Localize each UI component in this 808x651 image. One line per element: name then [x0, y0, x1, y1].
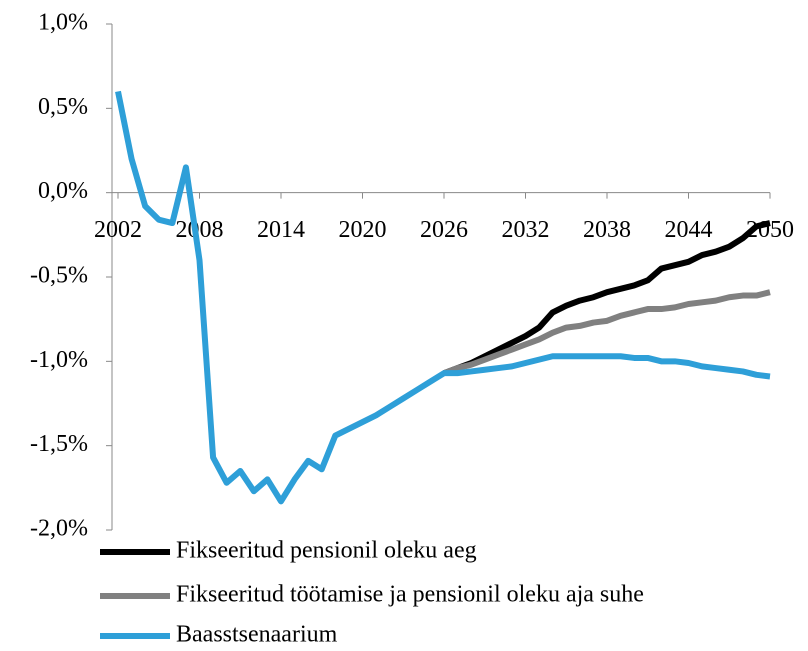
x-tick-label: 2020 [339, 217, 387, 243]
series-line [115, 90, 771, 505]
x-tick-label: 2008 [176, 217, 224, 243]
legend-label: Baasstsenaarium [176, 622, 338, 648]
legend-label: Fikseeritud töötamise ja pensionil oleku… [176, 582, 644, 608]
y-tick-label: 0,5% [38, 94, 88, 120]
y-tick-label: -1,5% [30, 431, 88, 457]
x-tick-label: 2032 [502, 217, 550, 243]
y-tick-label: 1,0% [38, 10, 88, 36]
legend-label: Fikseeritud pensionil oleku aeg [176, 538, 477, 564]
x-tick-label: 2044 [665, 217, 713, 243]
x-tick-label: 2038 [583, 217, 631, 243]
x-tick-label: 2002 [94, 217, 142, 243]
y-tick-label: 0,0% [38, 178, 88, 204]
x-tick-label: 2014 [257, 217, 305, 243]
y-tick-label: -2,0% [30, 516, 88, 542]
y-tick-label: -0,5% [30, 263, 88, 289]
x-tick-label: 2026 [420, 217, 468, 243]
series-line [442, 289, 771, 376]
series-line [442, 220, 771, 376]
y-tick-label: -1,0% [30, 347, 88, 373]
